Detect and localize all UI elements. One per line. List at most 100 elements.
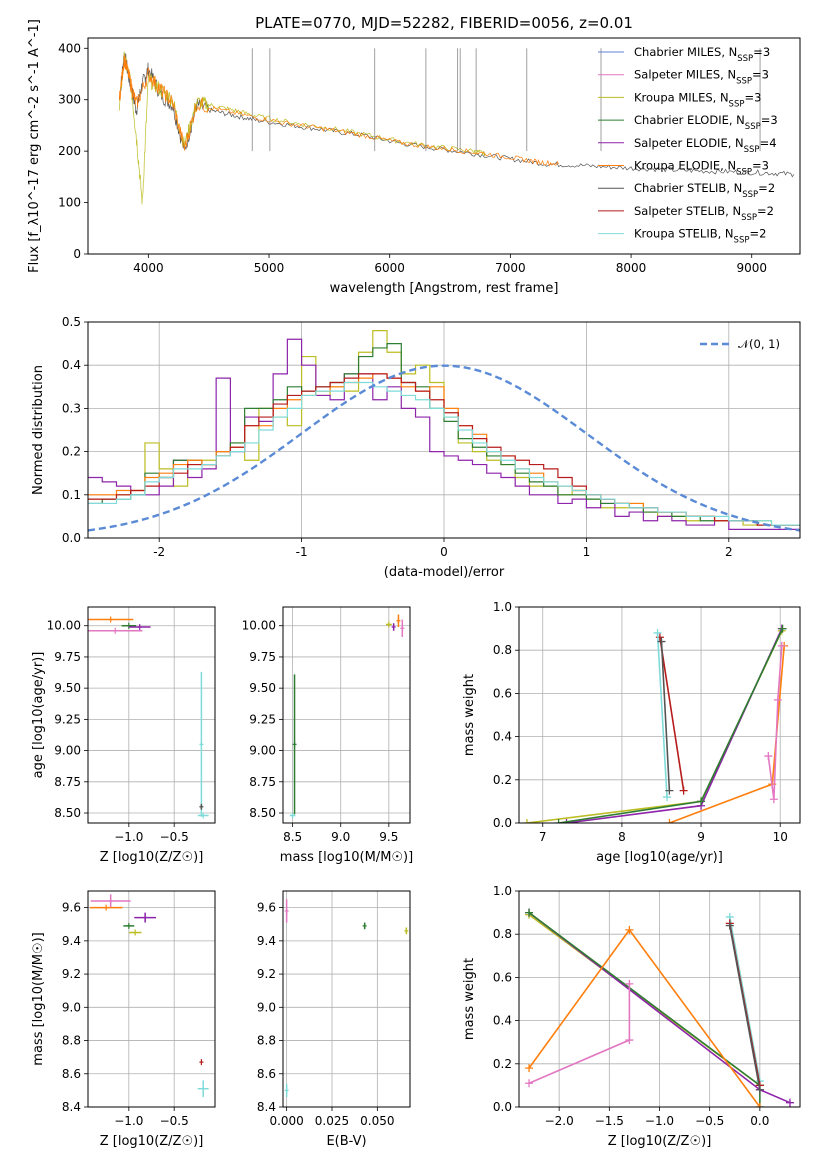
y-tick-label: 0.1: [62, 488, 81, 502]
legend-label-text: Chabrier ELODIE, N: [634, 113, 745, 127]
legend-label-subscript: SSP: [737, 54, 753, 64]
plot-area: [525, 908, 794, 1107]
x-axis-label: Z [log10(Z/Z☉)]: [100, 1134, 204, 1149]
legend-label-value: 3: [762, 68, 769, 82]
axes-frame: [518, 606, 801, 824]
series-line: [728, 916, 761, 1082]
x-tick-label: 0.025: [315, 1114, 349, 1128]
data-point-marker: [778, 624, 787, 633]
legend-label-eq: =: [749, 227, 759, 241]
x-tick-label: 7000: [495, 261, 526, 275]
y-tick-label: 9.6: [257, 901, 276, 915]
legend-label: Salpeter MILES, NSSP=3: [634, 68, 769, 87]
data-point-marker: [137, 623, 142, 630]
x-tick-label: -1: [296, 545, 308, 559]
data-point-marker: [525, 908, 534, 917]
legend-label: 𝒩(0, 1): [738, 337, 780, 351]
x-tick-label: 5000: [254, 261, 285, 275]
x-tick-label: 0.050: [360, 1114, 394, 1128]
legend-label-text: Salpeter STELIB, N: [634, 204, 741, 218]
data-point-marker: [108, 897, 113, 904]
y-tick-label: 9.0: [257, 1000, 276, 1014]
y-tick-label: 8.6: [257, 1067, 276, 1081]
data-point-marker: [769, 795, 778, 804]
legend-label-text: Kroupa MILES, N: [634, 90, 729, 104]
legend-label-value: 2: [759, 227, 766, 241]
data-point-marker: [396, 617, 401, 624]
data-point-marker: [284, 907, 289, 914]
chart-spectrum: 4000 5000 6000 7000 8000 9000 0 100 200 300 400 wav…: [27, 19, 801, 296]
gaussian-curve: [88, 364, 800, 532]
y-tick-label: 0.6: [493, 970, 512, 984]
y-tick-label: 0.2: [493, 1057, 512, 1071]
y-tick-label: 0.4: [62, 358, 81, 372]
y-tick-label: 8.8: [62, 1034, 81, 1048]
histogram-step: [88, 338, 800, 530]
x-axis-label: mass [log10(M/M☉)]: [280, 850, 413, 865]
y-tick-label: 0.3: [62, 401, 81, 415]
data-point-marker: [764, 752, 773, 761]
x-tick-label: −1.5: [595, 1114, 624, 1128]
data-point-marker: [104, 904, 109, 911]
data-point-marker: [522, 819, 531, 823]
y-tick-label: 0.4: [493, 730, 512, 744]
data-point-marker: [284, 1087, 289, 1094]
series-line: [767, 645, 783, 800]
plot-area: [284, 899, 409, 1098]
axes-frame: [87, 890, 216, 1108]
data-point-marker: [697, 797, 706, 806]
y-tick-label: 0.0: [493, 816, 512, 830]
data-point-marker: [113, 627, 118, 634]
axes-frame: [87, 321, 801, 539]
legend-label-value: 3: [762, 159, 769, 173]
legend-label-text: Salpeter MILES, N: [634, 68, 736, 82]
legend-label-value: 2: [767, 204, 774, 218]
x-tick-label: 9: [697, 830, 705, 844]
y-tick-label: 9.0: [62, 1000, 81, 1014]
data-point-marker: [133, 929, 138, 936]
y-tick-label: 400: [58, 41, 81, 55]
y-tick-label: 1.0: [493, 600, 512, 614]
x-tick-label: 0.000: [269, 1114, 303, 1128]
legend-label-text: Chabrier MILES, N: [634, 45, 737, 59]
legend-label-subscript: SSP: [736, 77, 752, 87]
y-tick-label: 8.50: [249, 806, 276, 820]
x-tick-label: -2: [153, 545, 165, 559]
y-tick-label: 9.75: [54, 650, 81, 664]
plot-area: [88, 330, 800, 532]
y-tick-label: 8.50: [54, 806, 81, 820]
y-tick-label: 0: [73, 247, 81, 261]
y-tick-label: 8.8: [257, 1034, 276, 1048]
legend-label-value: 3: [770, 113, 777, 127]
data-point-marker: [777, 641, 786, 650]
data-point-marker: [525, 1079, 534, 1088]
x-tick-label: 0: [440, 545, 448, 559]
legend-label: Kroupa STELIB, NSSP=2: [634, 227, 766, 246]
legend-label: Salpeter ELODIE, NSSP=4: [634, 136, 777, 155]
histogram-legend: 𝒩(0, 1): [700, 337, 780, 351]
data-point-marker: [386, 621, 391, 628]
y-axis-label: age [log10(age/yr)]: [31, 652, 46, 779]
legend-label: Chabrier MILES, NSSP=3: [634, 45, 770, 64]
y-tick-label: 8.4: [62, 1100, 81, 1114]
x-tick-label: 9.0: [331, 830, 350, 844]
series-line: [528, 928, 761, 1107]
y-tick-label: 9.00: [249, 744, 276, 758]
legend-label: Chabrier STELIB, NSSP=2: [634, 181, 775, 200]
x-tick-label: −1.0: [114, 830, 143, 844]
y-axis-label: mass [log10(M/M☉)]: [31, 932, 46, 1065]
legend-label-eq: =: [760, 136, 770, 150]
y-tick-label: 9.2: [257, 967, 276, 981]
axes-frame: [87, 606, 216, 824]
series-line: [669, 645, 785, 823]
y-axis-label: Normed distribution: [31, 365, 46, 495]
y-tick-label: 9.50: [54, 681, 81, 695]
x-tick-label: 7: [539, 830, 547, 844]
data-point-marker: [201, 812, 206, 819]
series-line: [528, 911, 761, 1107]
legend-label-eq: =: [761, 113, 771, 127]
data-point-marker: [292, 741, 297, 748]
x-tick-label: 8.5: [283, 830, 302, 844]
data-point-marker: [653, 628, 662, 637]
